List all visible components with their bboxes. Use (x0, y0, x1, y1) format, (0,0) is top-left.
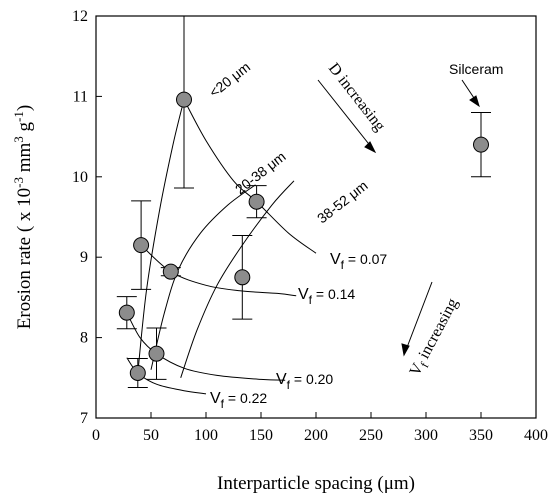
x-tick-label: 150 (249, 427, 273, 444)
fit-curve (180, 180, 295, 378)
x-tick-label: 50 (143, 427, 159, 444)
fit-curve (183, 99, 317, 254)
vf-label-014: Vf = 0.14 (298, 286, 355, 307)
x-tick-label: 300 (414, 427, 438, 444)
data-point (118, 304, 135, 321)
x-tick-label: 0 (92, 427, 100, 444)
vf-increasing-arrowhead (401, 343, 410, 357)
x-tick-label: 250 (359, 427, 383, 444)
data-points (118, 91, 489, 381)
axis-ticks: 0 50 100 150 200 250 300 350 400 7 8 9 10 11 12 (72, 8, 548, 444)
data-point (248, 193, 265, 210)
x-tick-label: 400 (524, 427, 548, 444)
fit-curve (150, 184, 256, 370)
vf-increasing-arrow (405, 281, 433, 351)
data-point (129, 364, 146, 381)
y-axis-label: Erosion rate ( x 10-3 mm3 g-1) (11, 105, 35, 329)
data-point (148, 345, 165, 362)
vf-label-007: Vf = 0.07 (330, 251, 387, 272)
vf-increasing-label: Vf increasing (407, 296, 465, 381)
data-point (234, 269, 251, 286)
y-tick-label: 11 (73, 88, 88, 105)
y-tick-label: 8 (80, 330, 88, 347)
silceram-label: Silceram (449, 61, 503, 77)
data-point (473, 136, 489, 153)
x-tick-label: 200 (304, 427, 328, 444)
data-point (162, 263, 179, 280)
series-label-lt20: <20 μm (206, 59, 253, 101)
silceram-arrowhead (469, 95, 480, 108)
fit-curve (137, 99, 185, 374)
x-tick-label: 100 (194, 427, 218, 444)
vf-label-020: Vf = 0.20 (276, 371, 333, 392)
y-tick-label: 9 (80, 249, 88, 266)
d-increasing-label: D increasing (325, 60, 388, 135)
y-tick-label: 10 (72, 169, 88, 186)
d-increasing-arrowhead (364, 141, 377, 154)
vf-label-022: Vf = 0.22 (210, 390, 267, 411)
annotation-arrows (317, 79, 480, 357)
y-tick-label: 7 (80, 410, 88, 427)
y-tick-label: 12 (72, 8, 88, 25)
series-label-20-38: 20-38 μm (232, 148, 289, 197)
data-point (176, 91, 192, 108)
data-point (133, 237, 150, 254)
x-tick-label: 350 (469, 427, 493, 444)
x-axis-label: Interparticle spacing (μm) (217, 473, 415, 494)
fit-curve (126, 312, 286, 381)
fit-curves (126, 99, 317, 395)
d-increasing-arrow (317, 79, 373, 149)
series-label-38-52: 38-52 μm (314, 177, 371, 226)
